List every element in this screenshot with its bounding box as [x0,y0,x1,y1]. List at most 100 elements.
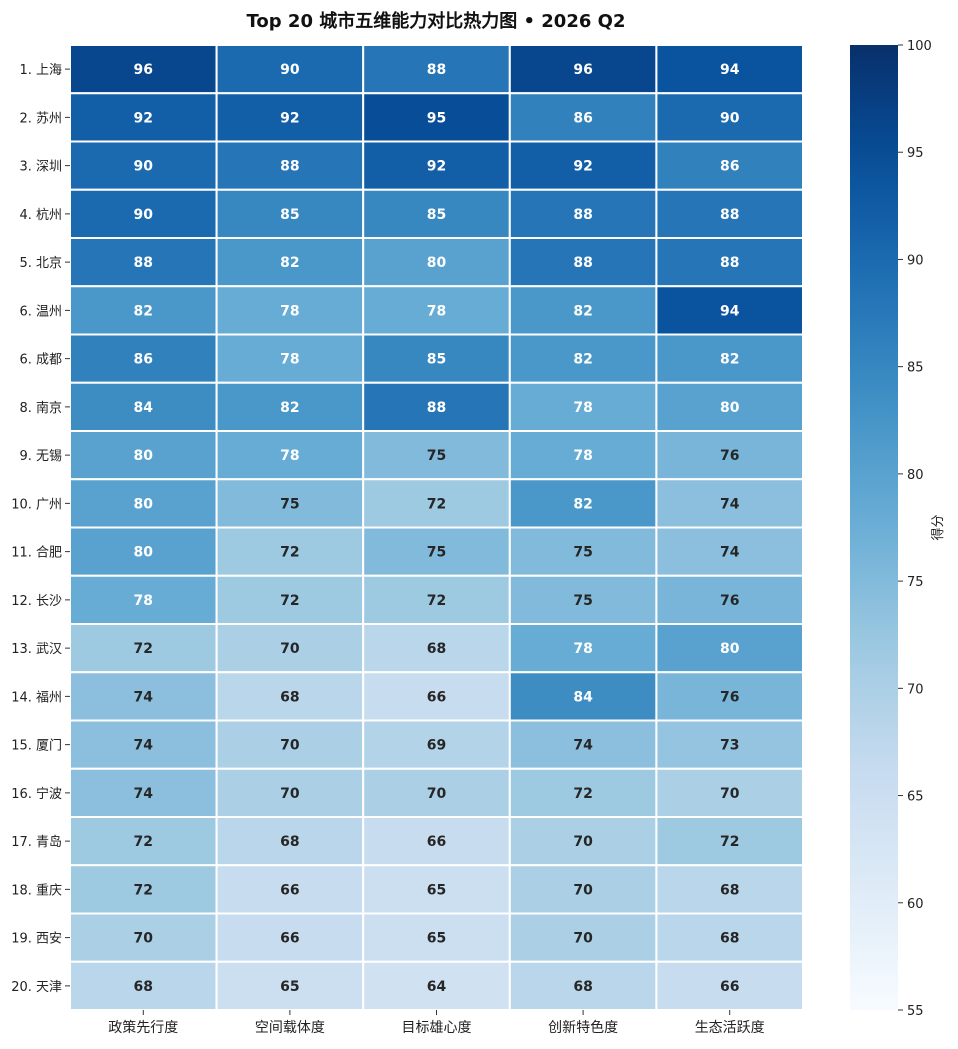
cell-value-label: 84 [573,689,593,705]
cell-value-label: 72 [573,786,592,802]
heatmap-cell [362,237,511,288]
cell-value-label: 68 [280,834,299,850]
cell-value-label: 75 [427,448,446,464]
heatmap-cell [215,381,365,432]
heatmap-cell [508,188,658,239]
heatmap-cell [362,188,511,239]
row-label: 5. 北京 [19,256,62,271]
cell-value-label: 74 [720,545,740,561]
row-label: 18. 重庆 [11,882,62,898]
heatmap-cell [362,960,511,1011]
cell-value-label: 72 [720,834,739,850]
heatmap-cell [655,671,805,722]
cell-value-label: 86 [720,159,739,175]
cell-value-label: 78 [134,593,153,609]
cell-value-label: 68 [720,882,739,898]
cell-value-label: 68 [280,689,299,705]
row-label: 9. 无锡 [19,449,62,464]
heatmap-cell [69,526,218,577]
cell-value-label: 66 [720,979,739,995]
cell-value-label: 74 [720,496,740,512]
cell-value-label: 70 [573,931,593,947]
cell-value-label: 85 [427,352,446,368]
cell-value-label: 78 [573,641,592,657]
cell-value-label: 86 [134,352,153,368]
row-label: 20. 天津 [11,980,62,995]
cell-value-label: 88 [720,207,739,223]
cell-value-label: 66 [427,689,446,705]
heatmap-cell [655,285,805,336]
cell-value-label: 68 [134,979,153,995]
heatmap-cell [508,526,658,577]
cell-value-label: 78 [280,303,299,319]
heatmap-cell [655,960,805,1011]
cell-value-label: 68 [720,931,739,947]
heatmap-cell [215,719,365,770]
cell-value-label: 76 [720,593,739,609]
cell-value-label: 82 [720,352,739,368]
cell-value-label: 70 [573,834,593,850]
heatmap-cell [215,188,365,239]
cell-value-label: 70 [720,786,740,802]
cell-value-label: 80 [427,255,447,271]
heatmap-cell [362,864,511,915]
cell-value-label: 75 [280,496,299,512]
heatmap-cell [508,816,658,867]
heatmap-cell [655,719,805,770]
cell-value-label: 88 [573,207,592,223]
cell-value-label: 88 [427,400,446,416]
cell-value-label: 66 [280,882,299,898]
heatmap-cell [215,816,365,867]
heatmap-cell [69,912,218,963]
row-label: 10. 广州 [11,497,62,512]
colorbar-tick-label: 90 [907,253,924,268]
row-label: 2. 苏州 [19,110,62,126]
heatmap-cell [508,719,658,770]
cell-value-label: 72 [427,496,446,512]
heatmap-cell [69,574,218,625]
cell-value-label: 78 [427,303,446,319]
heatmap-cell [508,864,658,915]
cell-value-label: 96 [134,62,153,78]
cell-value-label: 74 [134,689,154,705]
column-labels: 政策先行度 空间载体度 目标雄心度 创新特色度 生态活跃度 [108,1010,765,1036]
row-label: 14. 福州 [11,690,62,705]
row-label: 13. 武汉 [11,642,62,657]
heatmap-cell [362,285,511,336]
cell-value-label: 80 [134,448,154,464]
cell-value-label: 84 [134,400,154,416]
heatmap-cell [215,430,365,481]
heatmap-cell [655,526,805,577]
column-label: 空间载体度 [255,1020,325,1036]
cell-value-label: 90 [280,62,300,78]
heatmap-cell [655,767,805,818]
row-label: 19. 西安 [11,932,62,947]
heatmap-cell [69,623,218,674]
cell-value-label: 92 [573,159,592,175]
column-label: 创新特色度 [548,1019,618,1036]
heatmap-cell [508,960,658,1011]
heatmap-cell [655,912,805,963]
row-label: 8. 南京 [19,400,62,416]
cell-value-label: 65 [427,931,446,947]
row-label: 3. 深圳 [19,160,62,175]
cell-value-label: 65 [427,882,446,898]
cell-value-label: 74 [573,738,593,754]
cell-value-label: 90 [134,159,154,175]
cell-value-label: 82 [573,496,592,512]
row-label: 17. 青岛 [11,834,62,850]
heatmap-cell [69,237,218,288]
cell-value-label: 78 [280,448,299,464]
colorbar-tick-label: 95 [907,146,924,161]
heatmap-cell [655,623,805,674]
cell-value-label: 70 [280,786,300,802]
cell-value-label: 70 [134,931,154,947]
colorbar-gradient [850,45,898,1010]
cell-value-label: 68 [427,641,446,657]
cell-value-label: 88 [573,255,592,271]
cell-value-label: 82 [280,255,299,271]
cell-value-label: 72 [280,545,299,561]
column-label: 目标雄心度 [402,1020,472,1036]
heatmap-cell [215,671,365,722]
